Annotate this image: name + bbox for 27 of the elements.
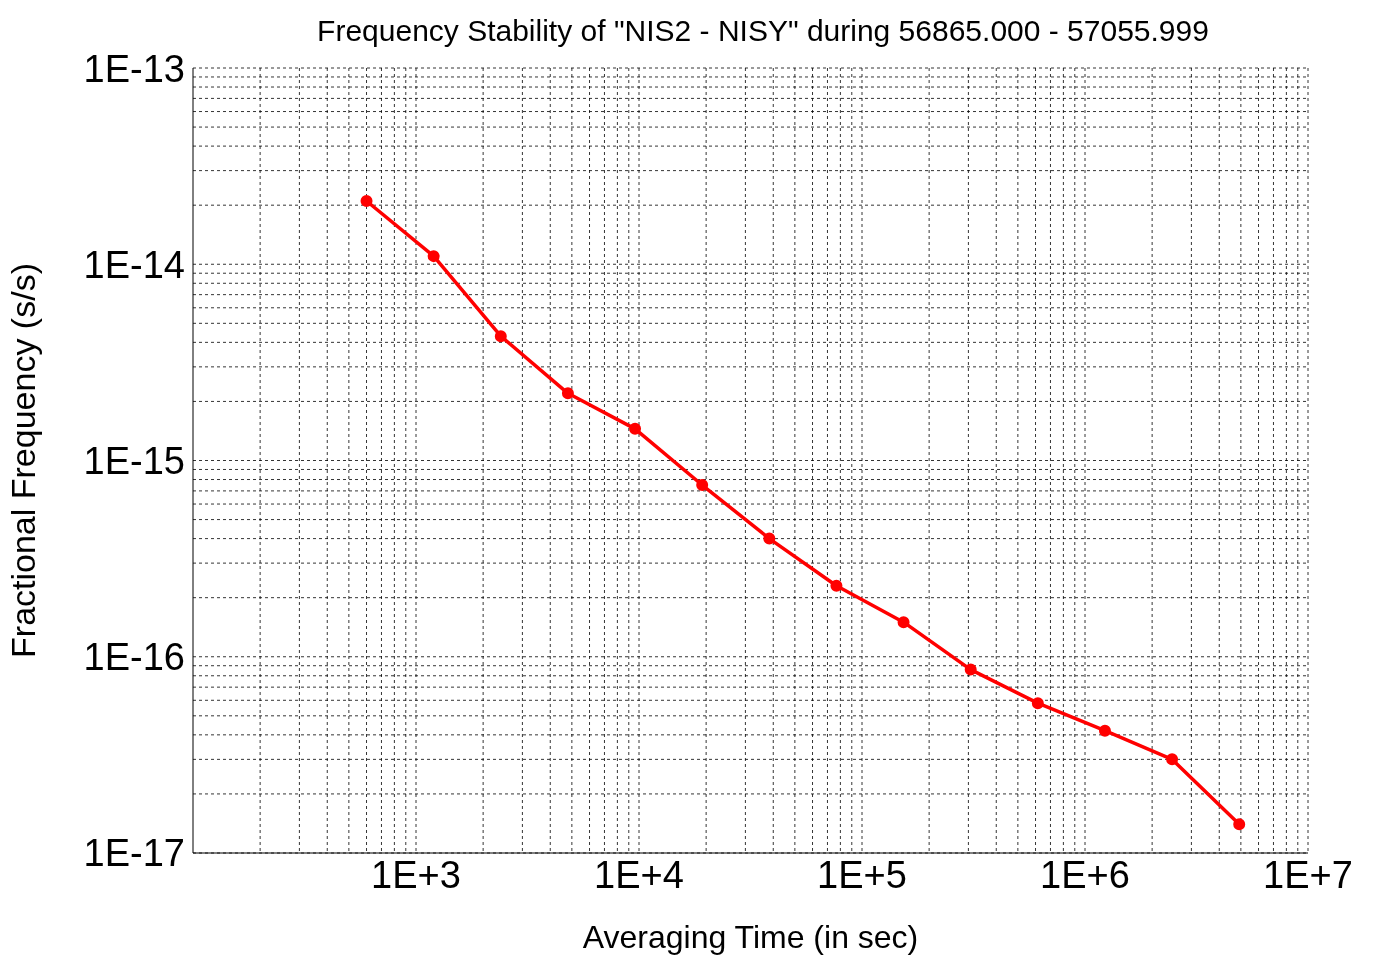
y-tick-label: 1E-16 [83,636,185,679]
y-tick-label: 1E-14 [83,243,185,286]
chart-title: Frequency Stability of "NIS2 - NISY" during 56865.000 - 57055.999 [316,13,1210,49]
point [964,663,977,676]
point [427,250,440,263]
point [1031,697,1044,710]
y-tick-label: 1E-17 [83,832,185,875]
point [494,330,507,343]
y-tick-label: 1E-15 [83,439,185,482]
point [561,387,574,400]
point [1233,818,1246,831]
x-tick-label: 1E+3 [371,853,461,896]
point [629,422,642,435]
x-tick-label: 1E+4 [594,853,684,896]
point [1166,753,1179,766]
point [360,195,373,208]
point [696,479,709,492]
point [897,616,910,629]
y-axis-title: Fractional Frequency (s/s) [4,263,43,658]
point [763,532,776,545]
point [1098,724,1111,737]
y-tick-label: 1E-13 [83,47,185,90]
x-axis-title: Averaging Time (in sec) [582,919,919,955]
point [830,579,843,592]
x-tick-label: 1E+7 [1263,853,1353,896]
x-tick-label: 1E+6 [1040,853,1130,896]
x-tick-label: 1E+5 [817,853,907,896]
